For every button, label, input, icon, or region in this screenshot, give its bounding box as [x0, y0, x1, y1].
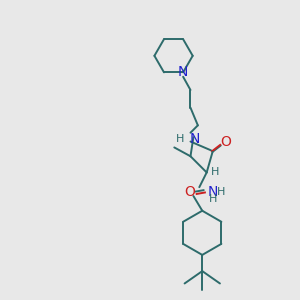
Text: O: O — [220, 134, 231, 148]
Text: H: H — [217, 187, 226, 197]
Text: H: H — [208, 194, 217, 204]
Text: N: N — [207, 185, 218, 199]
Text: H: H — [211, 167, 220, 178]
Text: N: N — [190, 132, 200, 145]
Text: H: H — [176, 134, 184, 144]
Text: O: O — [184, 184, 195, 199]
Text: N: N — [178, 65, 188, 80]
